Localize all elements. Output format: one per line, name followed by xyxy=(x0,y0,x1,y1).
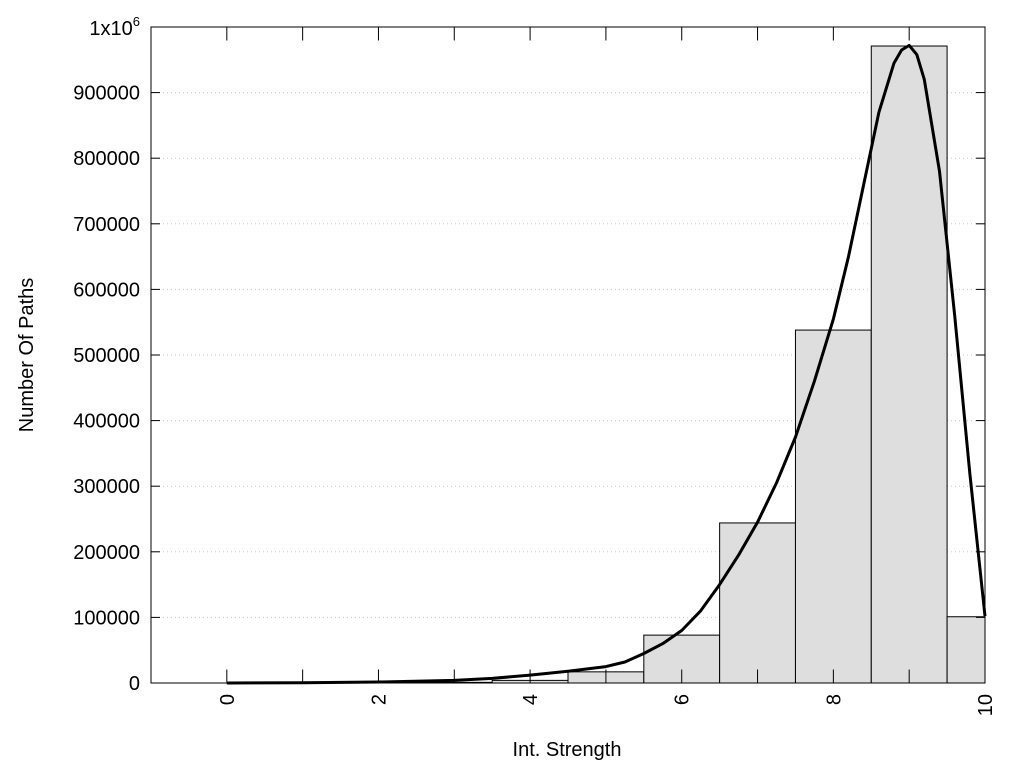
x-tick-labels: 0 2 4 6 8 10 xyxy=(217,694,997,716)
y-tick-labels: 0 100000 200000 300000 400000 500000 600000 700… xyxy=(73,83,140,695)
bar-9 xyxy=(870,45,948,684)
y-tick-label-6: 600000 xyxy=(73,279,140,301)
y-tick-label-top-base: 1x10 xyxy=(89,18,132,40)
y-axis-title: Number Of Paths xyxy=(16,278,38,433)
y-tick-label-1: 100000 xyxy=(73,607,140,629)
gridlines xyxy=(151,92,985,618)
y-tick-label-2: 200000 xyxy=(73,542,140,564)
x-tick-label-2: 4 xyxy=(520,694,542,705)
x-tick-label-5: 10 xyxy=(975,694,997,716)
y-tick-label-8: 800000 xyxy=(73,148,140,170)
bar-10 xyxy=(946,616,986,684)
bars xyxy=(340,45,986,684)
y-tick-label-0: 0 xyxy=(129,673,140,695)
y-tick-label-5: 500000 xyxy=(73,345,140,367)
x-tick-label-0: 0 xyxy=(217,694,239,705)
x-tick-label-4: 8 xyxy=(823,694,845,705)
y-tick-label-top: 1x106 xyxy=(89,14,140,40)
fit-curve xyxy=(226,43,987,685)
y-tick-label-top-exponent: 6 xyxy=(133,14,140,29)
y-tick-label-7: 700000 xyxy=(73,214,140,236)
y-tick-label-3: 300000 xyxy=(73,476,140,498)
x-tick-label-1: 2 xyxy=(368,694,390,705)
bar-7 xyxy=(719,522,796,684)
y-tick-label-4: 400000 xyxy=(73,411,140,433)
x-tick-label-3: 6 xyxy=(672,694,694,705)
axis-ticks xyxy=(151,26,986,684)
y-tick-label-9: 900000 xyxy=(73,83,140,105)
x-axis-title: Int. Strength xyxy=(513,739,622,761)
bar-8 xyxy=(794,329,872,684)
